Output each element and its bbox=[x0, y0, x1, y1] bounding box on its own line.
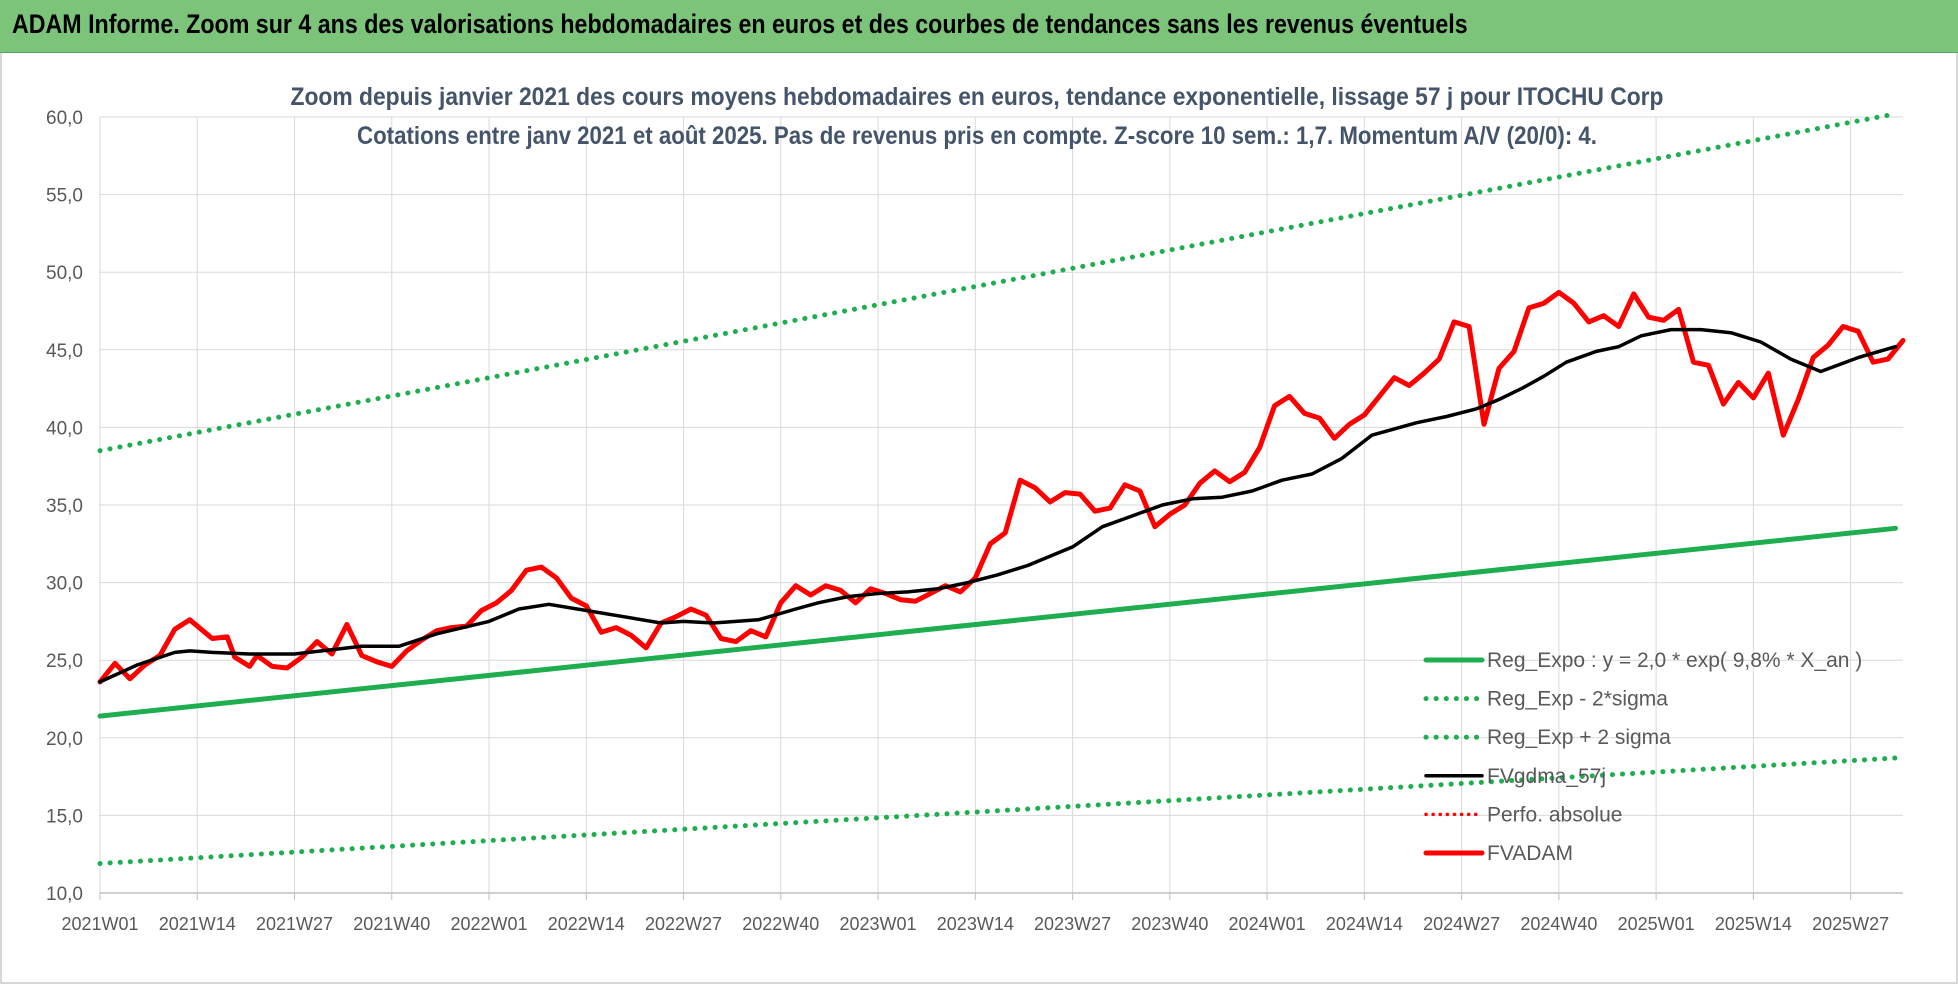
x-tick-label: 2024W40 bbox=[1520, 914, 1597, 934]
x-tick-label: 2021W14 bbox=[159, 914, 236, 934]
x-tick-label: 2025W14 bbox=[1715, 914, 1792, 934]
x-tick-label: 2024W14 bbox=[1326, 914, 1403, 934]
x-axis: 2021W01 2021W14 2021W27 2021W40 2022W01 2022W… bbox=[61, 892, 1903, 934]
series-line-reg-exp-2-sigma bbox=[97, 111, 1898, 454]
x-tick-label: 2023W40 bbox=[1131, 914, 1208, 934]
legend-label-perfo-absolue: Perfo. absolue bbox=[1487, 803, 1622, 826]
series-line-reg-expo-y-2-0-exp-9-8-x-an bbox=[97, 525, 1898, 719]
y-tick-label: 10,0 bbox=[46, 884, 83, 905]
y-tick-label: 30,0 bbox=[46, 574, 83, 595]
x-tick-label: 2023W27 bbox=[1034, 914, 1111, 934]
x-tick-label: 2025W27 bbox=[1812, 914, 1889, 934]
chart-legend: Reg_Expo : y = 2,0 * exp( 9,8% * X_an ) R… bbox=[1423, 649, 1862, 865]
x-tick-label: 2021W40 bbox=[353, 914, 430, 934]
chart-title: Zoom depuis janvier 2021 des cours moyen… bbox=[291, 83, 1664, 111]
y-tick-label: 35,0 bbox=[46, 496, 83, 517]
x-tick-label: 2024W01 bbox=[1229, 914, 1306, 934]
y-tick-label: 40,0 bbox=[46, 418, 83, 439]
series-line-fvadam bbox=[97, 289, 1906, 685]
y-tick-label: 45,0 bbox=[46, 341, 83, 362]
x-tick-label: 2021W01 bbox=[61, 914, 138, 934]
x-tick-label: 2022W27 bbox=[645, 914, 722, 934]
legend-label-reg-expo-y-2-0-exp-9-8-x-an: Reg_Expo : y = 2,0 * exp( 9,8% * X_an ) bbox=[1487, 649, 1862, 672]
header-banner: ADAM Informe. Zoom sur 4 ans des valoris… bbox=[0, 0, 1958, 53]
x-tick-label: 2023W01 bbox=[840, 914, 917, 934]
y-tick-label: 25,0 bbox=[46, 651, 83, 672]
series-line-fvgdma-57j bbox=[98, 327, 1898, 684]
x-tick-label: 2024W27 bbox=[1423, 914, 1500, 934]
x-tick-label: 2022W01 bbox=[450, 914, 527, 934]
y-tick-label: 15,0 bbox=[46, 806, 83, 827]
x-tick-label: 2023W14 bbox=[937, 914, 1014, 934]
y-tick-label: 55,0 bbox=[46, 186, 83, 207]
chart-subtitle: Cotations entre janv 2021 et août 2025. … bbox=[357, 122, 1597, 150]
x-tick-label: 2021W27 bbox=[256, 914, 333, 934]
chart-grid bbox=[99, 116, 1903, 894]
y-tick-label: 60,0 bbox=[46, 108, 83, 129]
y-axis: 10,0 15,0 20,0 25,0 30,0 35,0 40,0 45,0 50,0 55,0… bbox=[46, 108, 83, 905]
y-tick-label: 50,0 bbox=[46, 263, 83, 284]
legend-label-fvgdma-57j: FVgdma_57j bbox=[1487, 765, 1606, 788]
legend-label-fvadam: FVADAM bbox=[1487, 842, 1573, 865]
x-tick-label: 2022W14 bbox=[548, 914, 625, 934]
series-line-reg-exp-2-sigma bbox=[97, 755, 1898, 866]
series-layer bbox=[97, 111, 1906, 866]
legend-label-reg-exp-2-sigma: Reg_Exp + 2 sigma bbox=[1487, 726, 1671, 749]
x-tick-label: 2022W40 bbox=[742, 914, 819, 934]
x-tick-label: 2025W01 bbox=[1618, 914, 1695, 934]
banner-title: ADAM Informe. Zoom sur 4 ans des valoris… bbox=[12, 9, 1468, 39]
y-tick-label: 20,0 bbox=[46, 729, 83, 750]
legend-label-reg-exp-2-sigma: Reg_Exp - 2*sigma bbox=[1487, 688, 1668, 711]
